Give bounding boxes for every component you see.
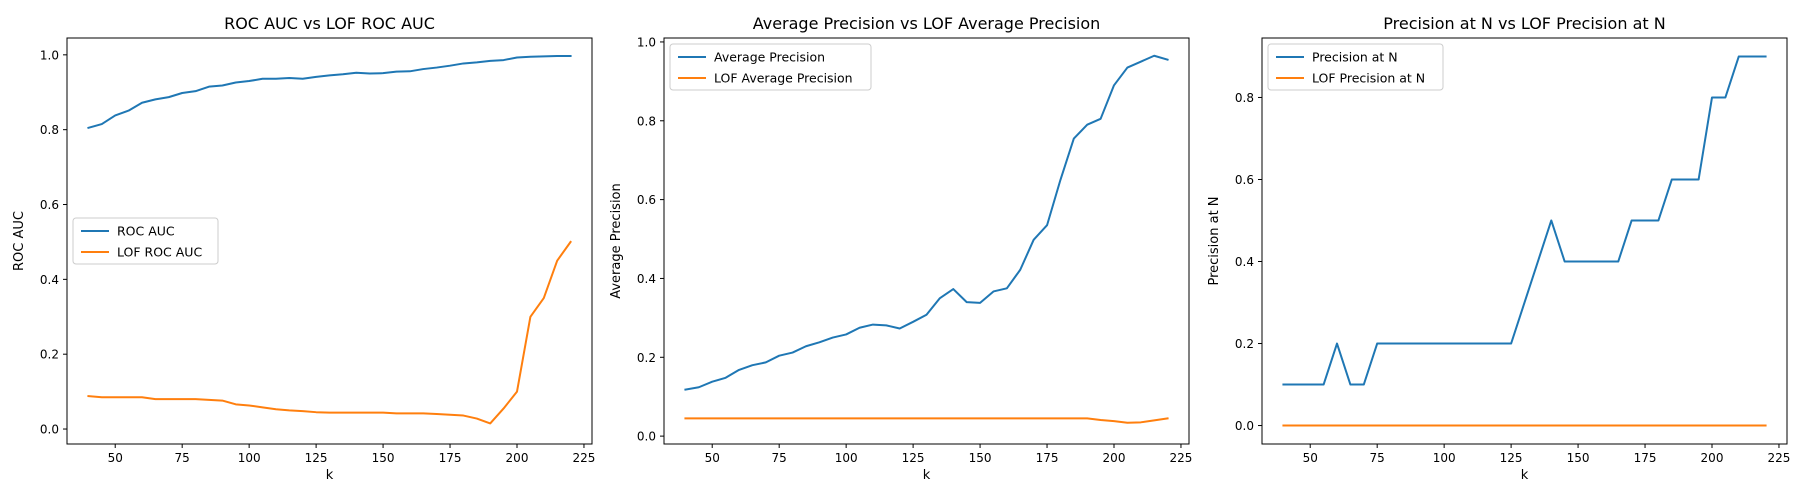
chart-title: Average Precision vs LOF Average Precisi… — [753, 14, 1101, 33]
legend-box — [669, 43, 872, 91]
y-tick-label: 0.0 — [40, 423, 59, 437]
legend-label: LOF Precision at N — [1312, 71, 1425, 86]
y-axis-label: ROC AUC — [12, 211, 27, 271]
x-tick-label: 225 — [1170, 451, 1193, 465]
y-tick-label: 0.6 — [1235, 173, 1254, 187]
x-tick-label: 50 — [1303, 451, 1318, 465]
x-tick-label: 50 — [108, 451, 123, 465]
x-tick-label: 150 — [1567, 451, 1590, 465]
x-tick-label: 100 — [1433, 451, 1456, 465]
series-line-1 — [87, 54, 572, 130]
x-tick-label: 125 — [902, 451, 925, 465]
chart-title: Precision at N vs LOF Precision at N — [1383, 14, 1665, 33]
x-tick-label: 150 — [372, 451, 395, 465]
legend-label: ROC AUC — [117, 224, 175, 239]
x-tick-label: 200 — [1701, 451, 1724, 465]
x-tick-label: 200 — [1103, 451, 1126, 465]
y-tick-label: 0.6 — [637, 193, 656, 207]
x-tick-label: 100 — [835, 451, 858, 465]
y-tick-label: 1.0 — [637, 35, 656, 49]
y-tick-label: 0.8 — [40, 123, 59, 137]
x-tick-label: 100 — [238, 451, 261, 465]
y-tick-label: 0.0 — [637, 430, 656, 444]
y-tick-label: 0.8 — [1235, 91, 1254, 105]
x-tick-label: 225 — [573, 451, 596, 465]
series-line-2 — [684, 417, 1169, 424]
x-axis-label: k — [326, 468, 334, 483]
y-tick-label: 0.4 — [40, 273, 59, 287]
y-tick-label: 0.6 — [40, 198, 59, 212]
x-tick-label: 50 — [705, 451, 720, 465]
x-axis-label: k — [923, 468, 931, 483]
x-tick-label: 125 — [305, 451, 328, 465]
y-axis-label: Average Precision — [609, 183, 624, 299]
y-tick-label: 0.0 — [1235, 419, 1254, 433]
y-tick-label: 0.4 — [637, 272, 656, 286]
x-tick-label: 225 — [1768, 451, 1791, 465]
legend-label: LOF Average Precision — [714, 71, 853, 86]
chart-panel-3: Precision at N vs LOF Precision at N 50 75… — [1207, 14, 1790, 483]
chart-title: ROC AUC vs LOF ROC AUC — [224, 14, 435, 33]
y-tick-label: 0.2 — [637, 351, 656, 365]
axes-frame — [663, 37, 1190, 445]
axes-frame — [66, 37, 593, 445]
chart-panel-2: Average Precision vs LOF Average Precisi… — [609, 14, 1192, 483]
legend: Precision at N LOF Precision at N — [1267, 43, 1444, 91]
y-tick-label: 0.8 — [637, 114, 656, 128]
y-tick-label: 0.4 — [1235, 255, 1254, 269]
series-line-1 — [684, 54, 1169, 391]
chart-panel-1: ROC AUC vs LOF ROC AUC 50 75 100 125 150 175 20… — [12, 14, 595, 483]
x-tick-label: 175 — [1634, 451, 1657, 465]
axes-frame — [1261, 37, 1788, 445]
y-axis-label: Precision at N — [1207, 196, 1222, 285]
x-tick-label: 150 — [969, 451, 992, 465]
x-axis-label: k — [1521, 468, 1529, 483]
y-tick-label: 1.0 — [40, 48, 59, 62]
x-tick-label: 175 — [1036, 451, 1059, 465]
series-line-1 — [1282, 55, 1767, 386]
legend-box — [1267, 43, 1444, 91]
legend-label: Average Precision — [714, 50, 825, 65]
x-tick-label: 125 — [1500, 451, 1523, 465]
series-line-2 — [87, 240, 572, 425]
y-tick-label: 0.2 — [1235, 337, 1254, 351]
legend: ROC AUC LOF ROC AUC — [72, 217, 219, 265]
x-tick-label: 75 — [772, 451, 787, 465]
x-tick-label: 175 — [439, 451, 462, 465]
legend-label: LOF ROC AUC — [117, 245, 202, 260]
legend-label: Precision at N — [1312, 50, 1398, 65]
x-tick-label: 200 — [506, 451, 529, 465]
x-tick-label: 75 — [1370, 451, 1385, 465]
x-tick-label: 75 — [175, 451, 190, 465]
y-tick-label: 0.2 — [40, 348, 59, 362]
legend-box — [72, 217, 219, 265]
legend: Average Precision LOF Average Precision — [669, 43, 872, 91]
